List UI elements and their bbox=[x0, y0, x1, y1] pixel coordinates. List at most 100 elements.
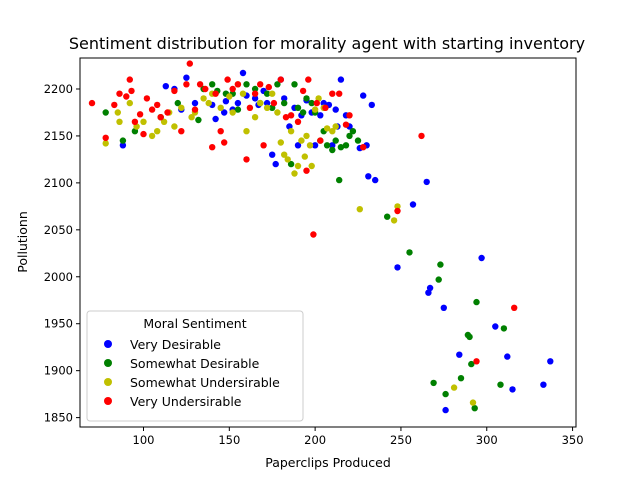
data-point bbox=[272, 160, 279, 168]
data-point bbox=[221, 139, 228, 146]
data-point bbox=[116, 90, 123, 97]
data-point bbox=[418, 132, 425, 140]
data-point bbox=[281, 99, 288, 107]
data-point bbox=[239, 90, 247, 97]
data-point bbox=[265, 83, 272, 91]
y-tick-label: 1900 bbox=[44, 364, 73, 378]
data-point bbox=[322, 104, 329, 112]
data-point bbox=[229, 85, 236, 93]
y-tick-label: 2000 bbox=[44, 270, 73, 284]
data-point bbox=[234, 81, 242, 88]
data-point bbox=[269, 90, 276, 97]
data-point bbox=[191, 106, 199, 113]
data-point bbox=[116, 118, 123, 126]
data-point bbox=[102, 109, 109, 116]
y-tick-label: 2100 bbox=[44, 176, 73, 190]
data-point bbox=[394, 264, 401, 271]
data-point bbox=[162, 83, 169, 90]
data-point bbox=[126, 99, 133, 107]
data-point bbox=[299, 87, 307, 95]
data-point bbox=[305, 76, 312, 83]
data-point bbox=[229, 109, 236, 116]
data-point bbox=[217, 104, 224, 112]
data-point bbox=[336, 176, 343, 184]
data-point bbox=[468, 360, 475, 368]
data-point bbox=[287, 128, 295, 135]
data-point bbox=[281, 151, 288, 158]
data-point bbox=[212, 115, 219, 123]
data-point bbox=[243, 156, 250, 163]
data-point bbox=[205, 99, 212, 107]
data-point bbox=[234, 106, 242, 113]
data-point bbox=[497, 381, 504, 388]
legend-label: Very Undersirable bbox=[130, 394, 242, 409]
data-point bbox=[183, 74, 190, 81]
data-point bbox=[406, 249, 413, 256]
data-point bbox=[342, 121, 350, 128]
data-point bbox=[342, 142, 350, 149]
legend-label: Somewhat Desirable bbox=[130, 356, 260, 371]
data-point bbox=[469, 399, 477, 406]
x-tick-label: 200 bbox=[304, 433, 326, 447]
data-point bbox=[251, 114, 259, 121]
data-point bbox=[457, 375, 465, 382]
data-point bbox=[136, 111, 144, 118]
data-point bbox=[243, 81, 250, 88]
data-point bbox=[178, 128, 185, 135]
data-point bbox=[394, 203, 401, 210]
data-point bbox=[294, 162, 302, 170]
data-point bbox=[178, 104, 185, 112]
data-point bbox=[471, 405, 478, 412]
data-point bbox=[274, 81, 281, 88]
data-point bbox=[196, 81, 204, 88]
data-point bbox=[131, 118, 139, 126]
data-point bbox=[332, 106, 339, 113]
data-point bbox=[123, 93, 130, 100]
x-tick-label: 100 bbox=[133, 433, 155, 447]
data-point bbox=[329, 90, 336, 97]
data-point bbox=[294, 142, 302, 149]
data-point bbox=[257, 99, 264, 107]
x-tick-label: 300 bbox=[476, 433, 498, 447]
data-point bbox=[222, 98, 230, 105]
legend: Moral Sentiment Very Desirable Somewhat D… bbox=[86, 310, 304, 422]
data-point bbox=[148, 132, 156, 140]
data-point bbox=[294, 104, 302, 112]
data-point bbox=[243, 128, 250, 135]
data-point bbox=[511, 304, 518, 311]
data-point bbox=[251, 95, 259, 102]
data-point bbox=[277, 76, 284, 83]
data-point bbox=[547, 358, 554, 365]
data-point bbox=[202, 85, 209, 93]
data-point bbox=[191, 99, 199, 107]
data-point bbox=[313, 99, 320, 107]
data-point bbox=[540, 381, 547, 388]
data-point bbox=[442, 406, 449, 414]
data-point bbox=[157, 114, 164, 121]
series-3 bbox=[88, 60, 518, 365]
data-point bbox=[299, 109, 307, 116]
data-point bbox=[437, 261, 444, 268]
data-point bbox=[329, 142, 336, 149]
y-tick-label: 2050 bbox=[44, 223, 73, 237]
data-point bbox=[356, 206, 363, 213]
data-point bbox=[390, 217, 398, 224]
data-point bbox=[140, 130, 147, 138]
data-point bbox=[303, 167, 310, 174]
data-point bbox=[323, 142, 331, 149]
data-point bbox=[263, 90, 271, 97]
data-point bbox=[88, 99, 96, 107]
data-point bbox=[111, 101, 118, 109]
data-point bbox=[284, 156, 291, 163]
data-point bbox=[473, 358, 480, 365]
data-point bbox=[466, 333, 473, 341]
data-point bbox=[360, 144, 367, 151]
data-point bbox=[128, 87, 135, 95]
data-point bbox=[282, 114, 290, 121]
data-point bbox=[143, 95, 151, 102]
y-tick-label: 2150 bbox=[44, 129, 73, 143]
data-point bbox=[442, 390, 449, 398]
data-point bbox=[440, 304, 447, 311]
data-point bbox=[209, 144, 216, 151]
